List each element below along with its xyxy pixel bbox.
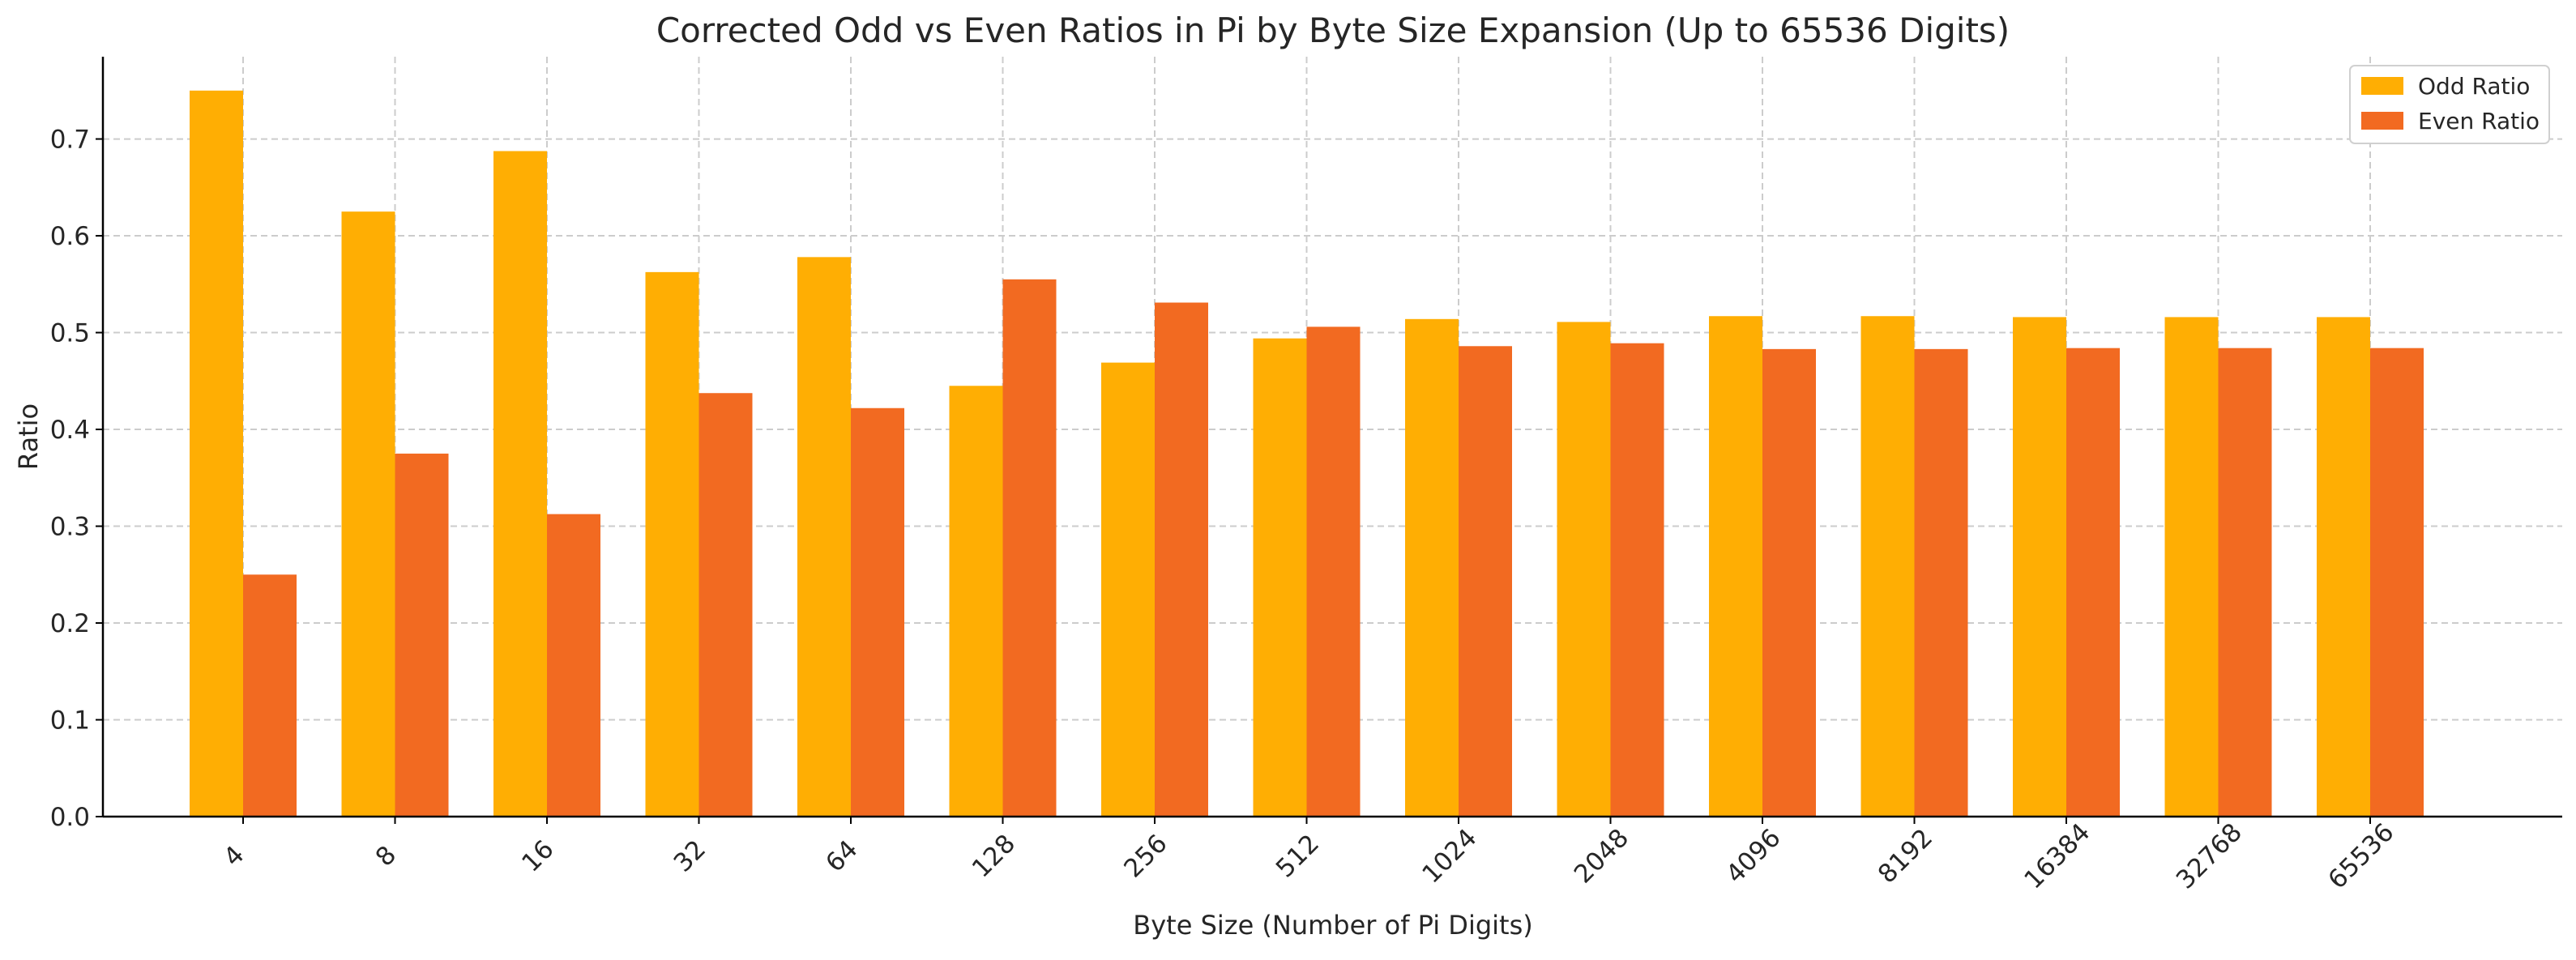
bar-odd-ratio xyxy=(493,151,547,817)
legend-label-even: Even Ratio xyxy=(2418,108,2540,134)
axes xyxy=(101,57,2562,818)
x-tick-label: 2048 xyxy=(1569,823,1634,889)
y-tick-label: 0.5 xyxy=(50,319,90,348)
x-tick-label: 64 xyxy=(820,834,863,877)
x-tick-label: 4096 xyxy=(1720,823,1786,889)
legend: Odd Ratio Even Ratio xyxy=(2349,65,2550,144)
bar-odd-ratio xyxy=(2164,317,2219,817)
bar-even-ratio xyxy=(1002,279,1057,817)
bar-odd-ratio xyxy=(1101,362,1155,817)
bar-odd-ratio xyxy=(1405,318,1459,817)
bar-even-ratio xyxy=(1155,302,1208,817)
x-tick-label: 256 xyxy=(1118,829,1173,883)
x-tick-label: 32 xyxy=(669,834,711,877)
bar-even-ratio xyxy=(1459,346,1512,817)
bar-odd-ratio xyxy=(1557,322,1611,817)
bar-odd-ratio xyxy=(2013,317,2066,817)
bars xyxy=(190,90,2424,817)
x-tick-label: 65536 xyxy=(2322,817,2399,894)
bar-even-ratio xyxy=(395,453,449,817)
bar-odd-ratio xyxy=(190,90,243,817)
bar-even-ratio xyxy=(1306,326,1361,817)
bar-odd-ratio xyxy=(1253,338,1307,817)
y-tick-label: 0.1 xyxy=(50,706,90,736)
x-tick-label: 8 xyxy=(370,840,402,872)
y-axis-label: Ratio xyxy=(13,403,44,470)
y-tick-label: 0.7 xyxy=(50,126,90,155)
x-axis-label: Byte Size (Number of Pi Digits) xyxy=(1133,910,1532,941)
x-ticks: 4 8 16 32 64 128 256 512 1024 2048 4096 8192 16384 32… xyxy=(218,817,2400,895)
bar-even-ratio xyxy=(1762,348,1816,817)
y-tick-label: 0.3 xyxy=(50,513,90,542)
bar-even-ratio xyxy=(2218,348,2272,817)
bar-odd-ratio xyxy=(1709,316,1762,817)
x-tick-label: 4 xyxy=(218,840,250,872)
y-tick-label: 0.4 xyxy=(50,416,90,445)
legend-swatch-odd xyxy=(2361,77,2403,95)
bar-even-ratio xyxy=(1610,343,1664,817)
legend-label-odd: Odd Ratio xyxy=(2418,73,2530,100)
chart-title: Corrected Odd vs Even Ratios in Pi by By… xyxy=(656,11,2010,50)
bar-even-ratio xyxy=(851,407,904,817)
x-tick-label: 8192 xyxy=(1873,823,1938,889)
y-ticks: 0.0 0.1 0.2 0.3 0.4 0.5 0.6 0.7 xyxy=(50,126,103,832)
y-tick-label: 0.6 xyxy=(50,222,90,251)
bar-odd-ratio xyxy=(2317,317,2370,817)
bar-even-ratio xyxy=(547,514,600,817)
bar-odd-ratio xyxy=(341,211,395,817)
bar-even-ratio xyxy=(2370,348,2424,817)
bar-even-ratio xyxy=(243,574,297,817)
x-tick-label: 512 xyxy=(1271,829,1325,883)
bar-odd-ratio xyxy=(797,257,851,817)
x-tick-label: 1024 xyxy=(1416,823,1482,889)
bar-odd-ratio xyxy=(645,271,699,817)
x-tick-label: 16 xyxy=(516,834,559,877)
y-tick-label: 0.0 xyxy=(50,803,90,832)
x-tick-label: 32768 xyxy=(2171,817,2248,894)
bar-even-ratio xyxy=(698,393,753,817)
bar-even-ratio xyxy=(1914,348,1968,817)
legend-swatch-even xyxy=(2361,112,2403,130)
bar-odd-ratio xyxy=(949,386,1003,817)
y-tick-label: 0.2 xyxy=(50,609,90,638)
bar-odd-ratio xyxy=(1860,316,1915,817)
bar-even-ratio xyxy=(2066,348,2120,817)
x-tick-label: 128 xyxy=(967,829,1021,883)
x-tick-label: 16384 xyxy=(2019,817,2095,894)
